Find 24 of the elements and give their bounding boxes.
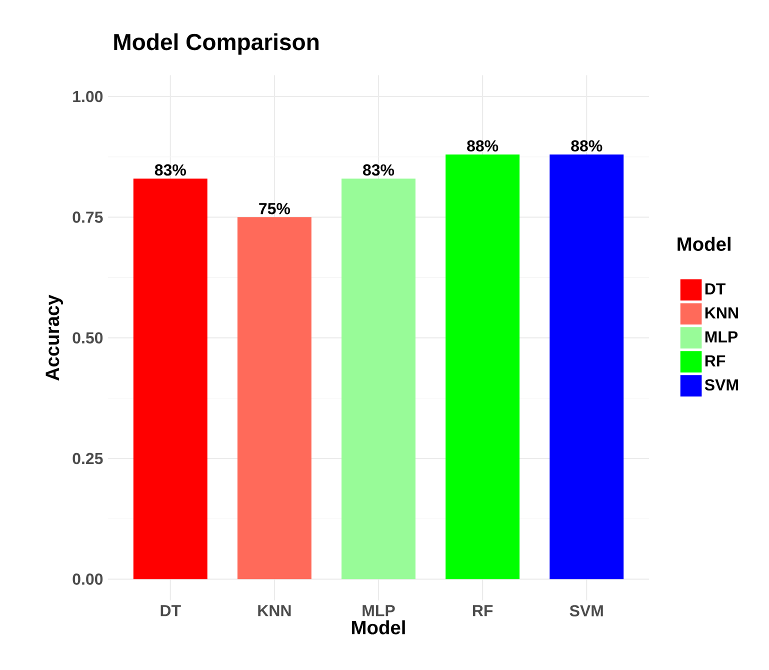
legend-label: KNN <box>705 307 738 318</box>
chart-title: Model Comparison <box>114 33 319 55</box>
data-label: 83% <box>154 164 186 176</box>
legend-label: RF <box>705 355 726 366</box>
y-tick-label: 1.00 <box>73 90 103 102</box>
legend-title: Model <box>678 236 730 251</box>
data-label: 75% <box>259 202 290 214</box>
legend-label: MLP <box>705 331 738 342</box>
x-axis-title: Model <box>352 620 405 634</box>
legend-label: SVM <box>704 379 738 390</box>
data-label: 83% <box>363 164 394 176</box>
x-tick-label: KNN <box>258 604 291 616</box>
y-axis-title: Accuracy <box>46 294 63 380</box>
y-tick-label: 0.00 <box>72 573 103 585</box>
y-tick-label: 0.25 <box>72 452 103 464</box>
data-label: 88% <box>467 140 498 152</box>
y-tick-label: 0.50 <box>72 332 103 344</box>
data-label: 88% <box>571 140 602 152</box>
x-tick-label: MLP <box>362 604 395 616</box>
x-tick-label: DT <box>160 604 181 616</box>
legend-label: DT <box>705 283 726 294</box>
x-tick-label: SVM <box>570 604 603 616</box>
y-tick-label: 0.75 <box>72 211 103 223</box>
x-tick-label: RF <box>472 604 493 616</box>
